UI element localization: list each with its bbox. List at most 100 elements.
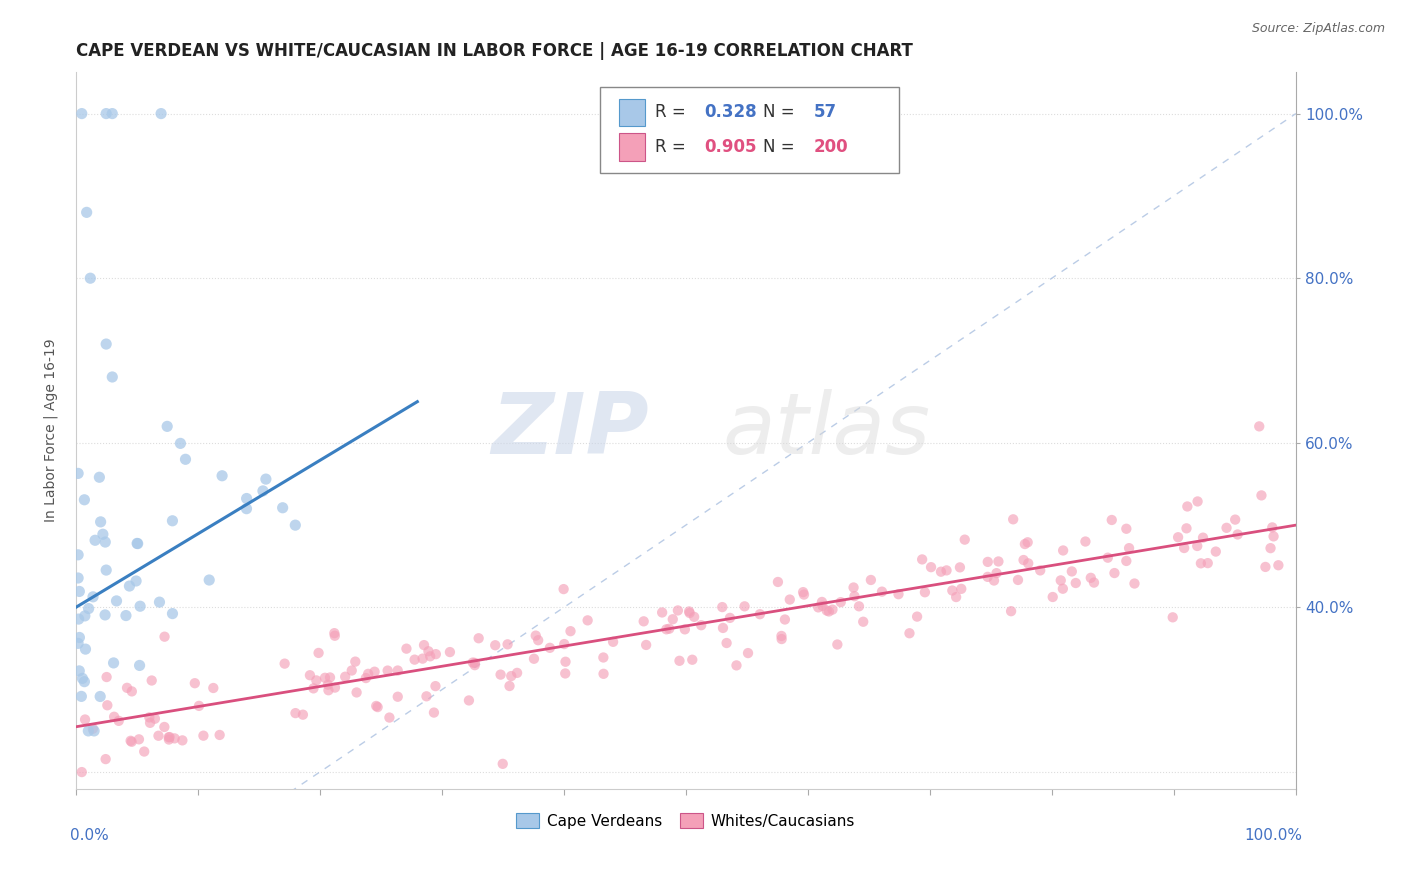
- Point: [377, 664, 399, 678]
- Point: [1261, 520, 1284, 534]
- Point: [82, 590, 104, 604]
- Point: [793, 588, 815, 602]
- Point: [1064, 576, 1087, 591]
- Point: [1052, 543, 1074, 558]
- Point: [67, 664, 90, 678]
- Point: [524, 629, 547, 643]
- Point: [418, 644, 440, 658]
- Legend: Cape Verdeans, Whites/Caucasians: Cape Verdeans, Whites/Caucasians: [510, 807, 862, 835]
- Point: [770, 629, 793, 643]
- Point: [366, 698, 388, 713]
- Point: [678, 606, 700, 620]
- Point: [94, 752, 117, 766]
- Point: [898, 626, 921, 640]
- Point: [949, 560, 972, 574]
- Point: [852, 615, 875, 629]
- Point: [461, 656, 484, 670]
- Point: [89, 470, 111, 484]
- Point: [354, 671, 377, 685]
- Point: [1029, 563, 1052, 577]
- Point: [101, 106, 124, 120]
- Point: [935, 563, 957, 577]
- Point: [96, 106, 118, 120]
- Point: [1267, 558, 1289, 573]
- Point: [976, 570, 998, 584]
- Point: [121, 684, 143, 698]
- Point: [139, 715, 162, 730]
- Point: [818, 604, 841, 618]
- Point: [773, 613, 796, 627]
- Point: [953, 533, 976, 547]
- Point: [1074, 534, 1097, 549]
- Text: N =: N =: [762, 103, 800, 121]
- Point: [986, 566, 1008, 581]
- Point: [811, 595, 834, 609]
- Point: [1175, 500, 1198, 514]
- Point: [1097, 550, 1119, 565]
- Point: [378, 710, 401, 724]
- Point: [929, 565, 952, 579]
- Point: [184, 676, 207, 690]
- Point: [527, 633, 550, 648]
- Point: [77, 601, 100, 615]
- Point: [920, 560, 942, 574]
- Point: [977, 555, 1000, 569]
- Point: [844, 589, 866, 603]
- Point: [1042, 590, 1064, 604]
- Point: [252, 483, 274, 498]
- Point: [72, 672, 94, 686]
- Point: [666, 603, 689, 617]
- Point: [1189, 557, 1212, 571]
- Point: [489, 667, 512, 681]
- Point: [323, 626, 346, 640]
- Point: [1083, 575, 1105, 590]
- Point: [96, 337, 118, 351]
- Point: [73, 674, 96, 689]
- Point: [129, 599, 152, 614]
- Point: [1225, 513, 1247, 527]
- Point: [830, 595, 852, 609]
- Point: [1263, 529, 1285, 543]
- Point: [1014, 537, 1036, 551]
- Point: [141, 673, 163, 688]
- Point: [211, 468, 233, 483]
- Point: [887, 587, 910, 601]
- Point: [105, 594, 128, 608]
- Point: [673, 623, 696, 637]
- Point: [335, 670, 357, 684]
- Point: [914, 585, 936, 599]
- Point: [94, 607, 117, 622]
- Point: [496, 637, 519, 651]
- Point: [319, 670, 342, 684]
- Point: [1017, 535, 1039, 549]
- Text: 100.0%: 100.0%: [1244, 828, 1302, 843]
- Point: [76, 205, 98, 219]
- Point: [96, 563, 118, 577]
- Point: [484, 638, 506, 652]
- Point: [911, 552, 934, 566]
- Point: [658, 622, 681, 636]
- Point: [1000, 604, 1022, 618]
- Point: [905, 609, 928, 624]
- Point: [387, 664, 409, 678]
- Point: [501, 669, 523, 683]
- Point: [576, 613, 599, 627]
- Point: [554, 655, 576, 669]
- Point: [1173, 541, 1195, 555]
- Point: [945, 590, 967, 604]
- Bar: [619, 99, 645, 126]
- Text: atlas: atlas: [723, 389, 931, 472]
- Point: [115, 681, 138, 695]
- Point: [174, 452, 197, 467]
- Point: [467, 632, 489, 646]
- Point: [96, 670, 118, 684]
- Point: [655, 623, 678, 637]
- Point: [94, 535, 117, 549]
- Point: [198, 573, 221, 587]
- Point: [148, 595, 170, 609]
- Point: [273, 657, 295, 671]
- Point: [148, 729, 170, 743]
- Point: [718, 611, 741, 625]
- Point: [1260, 541, 1282, 556]
- Point: [128, 732, 150, 747]
